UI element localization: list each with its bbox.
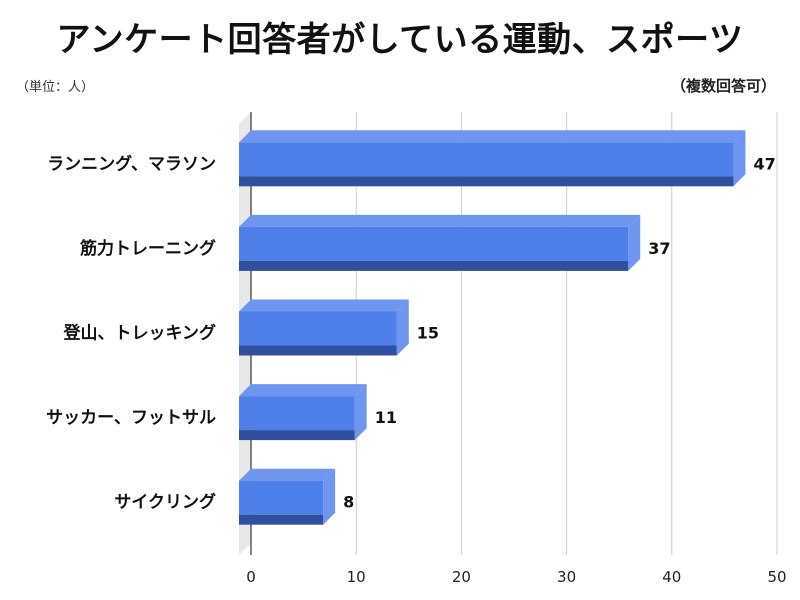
bar-bottom-face <box>239 176 734 187</box>
bar-bottom-face <box>239 345 397 356</box>
x-tick-label-10: 10 <box>347 568 366 586</box>
category-label-1: ランニング、マラソン <box>47 153 216 174</box>
value-label-5: 8 <box>343 493 354 512</box>
x-tick-label-0: 0 <box>246 568 256 586</box>
bar-front-face <box>239 311 397 346</box>
value-label-4: 11 <box>375 408 397 427</box>
value-label-3: 15 <box>417 324 439 343</box>
bar-top-face <box>239 384 367 397</box>
x-tick-label-50: 50 <box>767 568 786 586</box>
bar-side-face <box>354 384 367 441</box>
bar-3 <box>239 299 409 356</box>
bar-top-face <box>239 468 336 481</box>
x-tick-label-40: 40 <box>662 568 681 586</box>
x-tick-label-20: 20 <box>452 568 471 586</box>
value-label-2: 37 <box>648 239 670 258</box>
bar-bottom-face <box>239 430 355 441</box>
bar-side-face <box>323 468 336 525</box>
bar-top-face <box>239 214 641 227</box>
bar-front-face <box>239 226 629 261</box>
category-label-4: サッカー、フットサル <box>46 408 216 428</box>
bar-bottom-face <box>239 260 629 271</box>
category-label-5: サイクリング <box>114 492 216 513</box>
bar-side-face <box>733 130 746 187</box>
category-label-2: 筋力トレーニング <box>79 238 216 259</box>
bar-side-face <box>396 299 409 356</box>
chart-title: アンケート回答者がしている運動、スポーツ <box>56 20 744 60</box>
bar-5 <box>239 468 336 525</box>
bars <box>239 130 746 525</box>
multiple-answer-note: （複数回答可） <box>670 77 776 95</box>
x-tick-label-30: 30 <box>557 568 576 586</box>
value-label-1: 47 <box>753 154 775 173</box>
bar-front-face <box>239 480 324 515</box>
bar-top-face <box>239 299 409 312</box>
bar-front-face <box>239 396 355 431</box>
bar-top-face <box>239 130 746 143</box>
bar-front-face <box>239 142 734 177</box>
bar-4 <box>239 384 367 441</box>
bar-2 <box>239 214 641 271</box>
category-label-3: 登山、トレッキング <box>63 323 217 344</box>
labels: 0 10 20 30 40 50 47 ランニング、マラソン 37 筋力トレーニング 15 登山、トレ… <box>46 153 786 586</box>
bar-bottom-face <box>239 514 324 525</box>
unit-note: （単位：人） <box>16 80 95 95</box>
bar-1 <box>239 130 746 187</box>
bar-side-face <box>628 214 641 271</box>
